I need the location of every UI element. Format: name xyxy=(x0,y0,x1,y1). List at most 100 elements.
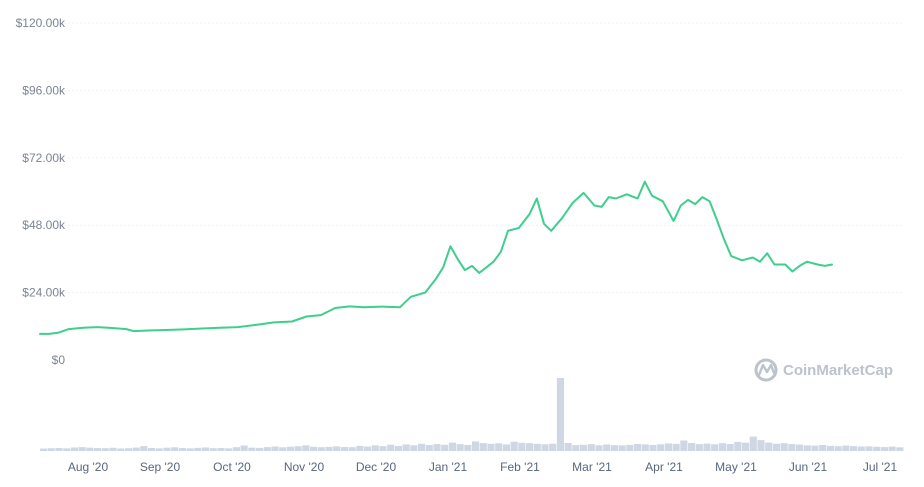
volume-bar xyxy=(811,445,819,451)
volume-bar xyxy=(672,443,680,451)
volume-bar xyxy=(47,448,55,451)
volume-bar xyxy=(680,440,688,451)
volume-bar xyxy=(518,442,526,451)
x-tick-label: Sep '20 xyxy=(140,460,181,474)
volume-bar xyxy=(433,444,441,451)
y-tick-label: $120.00k xyxy=(16,16,66,30)
volume-bar xyxy=(726,443,734,451)
watermark-text: CoinMarketCap xyxy=(783,362,893,379)
volume-bar xyxy=(178,448,186,451)
volume-bar xyxy=(873,446,881,451)
volume-bar xyxy=(109,447,117,451)
volume-bar xyxy=(788,444,796,451)
volume-bar xyxy=(695,444,703,451)
volume-bar xyxy=(148,447,156,451)
volume-bar xyxy=(526,443,534,451)
volume-bar xyxy=(556,378,564,451)
x-tick-label: Apr '21 xyxy=(645,460,683,474)
volume-bar xyxy=(688,443,696,451)
price-line xyxy=(39,180,833,335)
y-tick-label: $96.00k xyxy=(22,83,66,97)
volume-bar xyxy=(880,447,888,451)
volume-bar xyxy=(850,446,858,451)
volume-bar xyxy=(495,443,503,451)
volume-bar xyxy=(826,445,834,451)
volume-bar xyxy=(340,447,348,451)
volume-bar xyxy=(749,436,757,451)
volume-bar xyxy=(803,445,811,451)
volume-bar xyxy=(410,445,418,451)
volume-bar xyxy=(387,444,395,451)
x-tick-label: Jun '21 xyxy=(789,460,828,474)
volume-bar xyxy=(356,445,364,451)
volume-bar xyxy=(379,446,387,451)
volume-bar xyxy=(117,448,125,451)
y-tick-label: $0 xyxy=(52,353,66,367)
volume-bar xyxy=(394,446,402,451)
volume-bar xyxy=(819,444,827,451)
volume-bar xyxy=(541,444,549,451)
x-tick-label: Jan '21 xyxy=(429,460,468,474)
volume-bar xyxy=(94,448,102,451)
x-tick-label: Jul '21 xyxy=(863,460,898,474)
volume-bar xyxy=(842,445,850,451)
volume-bar xyxy=(857,446,865,451)
volume-bar xyxy=(302,445,310,451)
volume-bar xyxy=(587,444,595,451)
coinmarketcap-watermark: CoinMarketCap xyxy=(754,358,893,382)
x-axis-ticks: Aug '20 Sep '20 Oct '20 Nov '20 Dec '20 Jan '… xyxy=(68,460,898,474)
volume-bar xyxy=(649,444,657,451)
volume-bar xyxy=(310,446,318,451)
volume-bar xyxy=(402,444,410,451)
volume-bar xyxy=(595,445,603,451)
volume-bar xyxy=(202,447,210,451)
x-tick-label: Oct '20 xyxy=(213,460,251,474)
volume-bar xyxy=(487,443,495,451)
volume-bar xyxy=(279,447,287,451)
gridlines xyxy=(40,22,904,294)
volume-bar xyxy=(703,443,711,451)
volume-bar xyxy=(232,447,240,451)
volume-bar xyxy=(572,445,580,451)
volume-bar xyxy=(772,443,780,451)
x-tick-label: Mar '21 xyxy=(572,460,612,474)
volume-bar xyxy=(248,447,256,451)
volume-bar xyxy=(240,445,248,451)
volume-bar xyxy=(63,448,71,451)
volume-bar xyxy=(163,447,171,451)
volume-bar xyxy=(634,443,642,451)
volume-bar xyxy=(626,444,634,451)
volume-bar xyxy=(657,444,665,451)
volume-bar xyxy=(896,447,904,451)
y-tick-label: $72.00k xyxy=(22,151,66,165)
volume-bar xyxy=(448,442,456,451)
volume-bar xyxy=(718,443,726,451)
volume-bar xyxy=(618,445,626,451)
volume-bar xyxy=(225,448,233,451)
volume-bar xyxy=(70,447,78,451)
volume-bar xyxy=(124,448,132,451)
volume-bar xyxy=(664,443,672,451)
volume-bar xyxy=(610,445,618,451)
volume-bar xyxy=(533,443,541,451)
volume-bar xyxy=(456,444,464,451)
volume-bar xyxy=(209,448,217,451)
volume-bar xyxy=(549,443,557,451)
volume-bar xyxy=(464,444,472,451)
volume-bar xyxy=(510,441,518,451)
volume-bar xyxy=(711,444,719,451)
volume-bars xyxy=(40,378,904,451)
volume-bar xyxy=(101,448,109,451)
volume-bar xyxy=(502,444,510,451)
volume-bar xyxy=(132,447,140,451)
y-axis-ticks: $120.00k $96.00k $72.00k $48.00k $24.00k $0 xyxy=(16,16,66,367)
volume-bar xyxy=(418,443,426,451)
volume-bar xyxy=(217,447,225,451)
volume-bar xyxy=(186,448,194,451)
volume-bar xyxy=(286,446,294,451)
volume-bar xyxy=(294,446,302,451)
volume-bar xyxy=(40,448,48,451)
volume-bar xyxy=(325,446,333,451)
volume-bar xyxy=(140,446,148,451)
volume-bar xyxy=(86,447,94,451)
